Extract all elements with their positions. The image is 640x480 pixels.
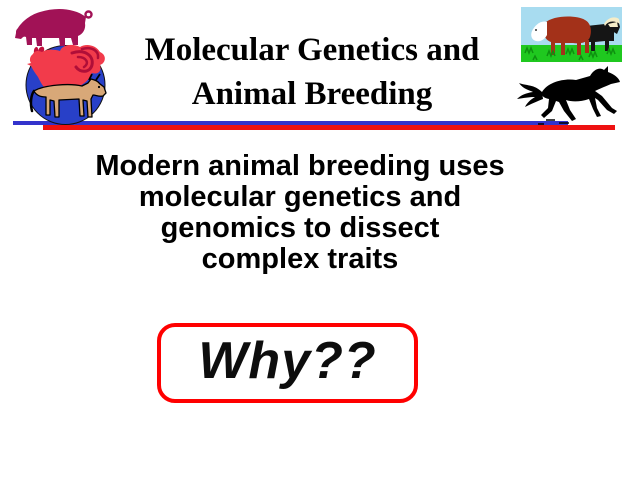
slide-title-line2: Animal Breeding xyxy=(191,76,433,112)
body-line: molecular genetics and xyxy=(138,181,462,213)
body-line: genomics to dissect xyxy=(160,212,440,244)
divider-rule-red xyxy=(43,125,615,130)
slide-body-text: Modern animal breeding uses molecular ge… xyxy=(20,151,580,275)
slide-title: Molecular Genetics and Animal Breeding xyxy=(112,28,512,116)
body-line: complex traits xyxy=(201,243,399,275)
body-line: Modern animal breeding uses xyxy=(95,150,505,182)
divider-rule-blue xyxy=(13,121,568,125)
galloping-horse-image xyxy=(517,66,620,125)
pig-rooster-cow-logo-icon xyxy=(15,9,107,125)
slide-title-line1: Molecular Genetics and xyxy=(144,32,480,68)
why-callout-box: Why?? xyxy=(157,323,418,403)
why-callout-label: Why?? xyxy=(198,332,377,390)
cattle-pasture-image xyxy=(521,7,622,62)
